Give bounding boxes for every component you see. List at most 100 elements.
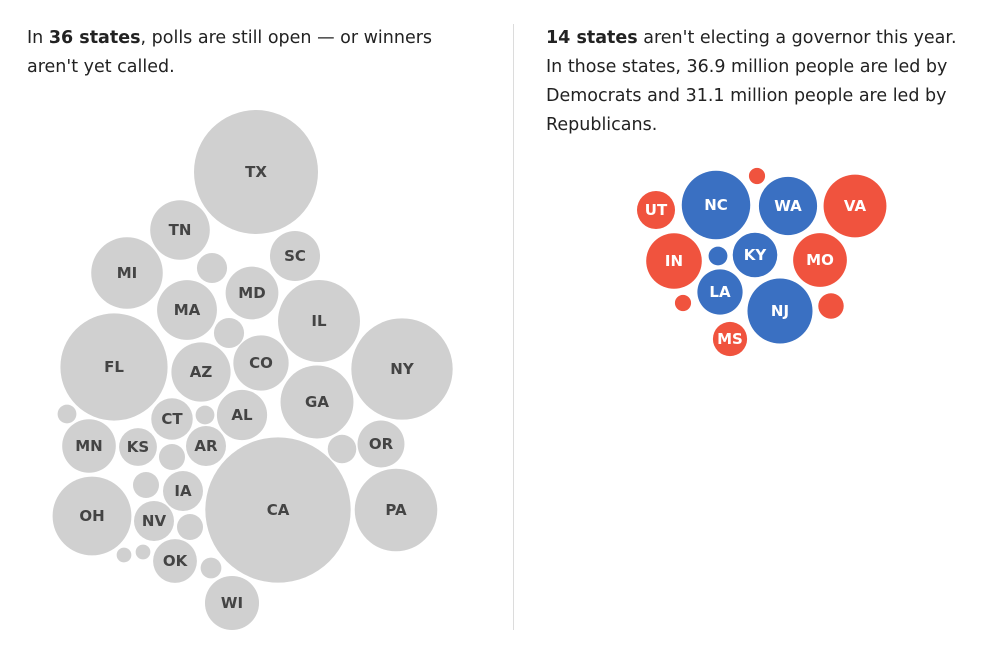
bubble-circle-unlabeled-31 [327, 434, 357, 464]
bubble-circle-in [646, 233, 702, 289]
bubble-circle-unlabeled-5 [708, 246, 728, 266]
bubble-label-in: IN [665, 252, 683, 270]
left-text-lead: In [27, 28, 49, 48]
bubble-label-ky: KY [744, 246, 768, 264]
bubble-tn: TN [150, 200, 210, 260]
bubble-circle-ct [151, 398, 193, 440]
not-electing-states-bubble-cluster: NC WA KY LA NJ VA UT IN MO MS [636, 167, 887, 357]
bubble-unlabeled-35 [200, 557, 222, 579]
bubble-label-ok: OK [163, 552, 189, 570]
bubble-label-ks: KS [127, 438, 149, 456]
bubble-circle-nj [747, 278, 813, 344]
bubble-label-nj: NJ [771, 302, 789, 320]
panel-divider [513, 24, 514, 630]
bubble-al: AL [216, 389, 268, 441]
bubble-label-ma: MA [174, 301, 201, 319]
bubble-nc: NC [681, 170, 751, 240]
pending-count: 36 states [48, 28, 141, 48]
bubble-circle-unlabeled-28 [195, 405, 215, 425]
bubble-label-va: VA [844, 197, 867, 215]
bubble-circle-az [171, 342, 231, 402]
bubble-ca: CA [205, 437, 351, 583]
bubble-circle-unlabeled-33 [116, 547, 132, 563]
bubble-unlabeled-25 [196, 252, 228, 284]
bubble-circle-unlabeled-11 [748, 167, 766, 185]
bubble-unlabeled-26 [213, 317, 245, 349]
bubble-circle-wa [758, 176, 818, 236]
bubble-circle-unlabeled-35 [200, 557, 222, 579]
bubble-circle-unlabeled-29 [132, 471, 160, 499]
bubble-label-wi: WI [221, 594, 243, 612]
bubble-circle-sc [269, 230, 321, 282]
bubble-circle-ms [712, 321, 748, 357]
bubble-ny: NY [351, 318, 453, 420]
bubble-circle-ar [186, 426, 226, 466]
bubble-circle-pa [354, 468, 438, 552]
bubble-circle-ut [636, 190, 676, 230]
bubble-label-tn: TN [169, 221, 192, 239]
bubble-va: VA [823, 174, 887, 238]
bubble-circle-unlabeled-27 [57, 404, 77, 424]
bubble-label-co: CO [249, 354, 273, 372]
bubble-nj: NJ [747, 278, 813, 344]
bubble-label-pa: PA [385, 501, 407, 519]
bubble-label-ga: GA [305, 393, 329, 411]
bubble-nv: NV [134, 501, 174, 541]
bubble-label-mo: MO [806, 251, 834, 269]
bubble-circle-unlabeled-32 [176, 513, 204, 541]
bubble-sc: SC [269, 230, 321, 282]
bubble-circle-mi [91, 237, 163, 309]
bubble-la: LA [697, 269, 743, 315]
bubble-il: IL [278, 280, 360, 362]
bubble-fl: FL [60, 313, 168, 421]
bubble-label-fl: FL [104, 358, 124, 376]
bubble-ky: KY [732, 232, 778, 278]
bubble-label-la: LA [709, 283, 731, 301]
bubble-circle-mo [793, 233, 847, 287]
bubble-label-wa: WA [774, 197, 802, 215]
bubble-label-mi: MI [117, 264, 138, 282]
bubble-ma: MA [157, 280, 217, 340]
bubble-circle-co [233, 335, 289, 391]
left-text-rest: , polls are still open — or winners aren… [27, 28, 433, 77]
bubble-circle-wi [204, 575, 260, 631]
bubble-label-al: AL [231, 406, 253, 424]
bubble-circle-ia [163, 471, 203, 511]
bubble-unlabeled-28 [195, 405, 215, 425]
bubble-circle-mn [62, 419, 116, 473]
bubble-ct: CT [151, 398, 193, 440]
bubble-circle-la [697, 269, 743, 315]
bubble-pa: PA [354, 468, 438, 552]
bubble-label-nc: NC [704, 196, 728, 214]
bubble-in: IN [646, 233, 702, 289]
bubble-circle-al [216, 389, 268, 441]
bubble-circle-ks [119, 428, 157, 466]
bubble-label-oh: OH [79, 507, 104, 525]
bubble-mn: MN [62, 419, 116, 473]
bubble-az: AZ [171, 342, 231, 402]
bubble-circle-il [278, 280, 360, 362]
bubble-ar: AR [186, 426, 226, 466]
bubble-circle-nc [681, 170, 751, 240]
bubble-label-nv: NV [142, 512, 167, 530]
bubble-circle-unlabeled-13 [818, 293, 844, 319]
bubble-circle-oh [52, 476, 132, 556]
bubble-unlabeled-34 [135, 544, 151, 560]
bubble-label-ut: UT [645, 201, 668, 219]
bubble-circle-unlabeled-12 [674, 294, 692, 312]
bubble-label-or: OR [369, 435, 394, 453]
bubble-label-ms: MS [717, 330, 743, 348]
bubble-circle-ky [732, 232, 778, 278]
bubble-unlabeled-31 [327, 434, 357, 464]
bubble-label-tx: TX [245, 163, 267, 181]
bubble-circle-tn [150, 200, 210, 260]
bubble-ks: KS [119, 428, 157, 466]
bubble-label-az: AZ [190, 363, 213, 381]
bubble-unlabeled-13 [818, 293, 844, 319]
bubble-circle-ma [157, 280, 217, 340]
bubble-or: OR [357, 420, 405, 468]
bubble-label-md: MD [238, 284, 265, 302]
bubble-ms: MS [712, 321, 748, 357]
bubble-circle-unlabeled-26 [213, 317, 245, 349]
bubble-circle-va [823, 174, 887, 238]
